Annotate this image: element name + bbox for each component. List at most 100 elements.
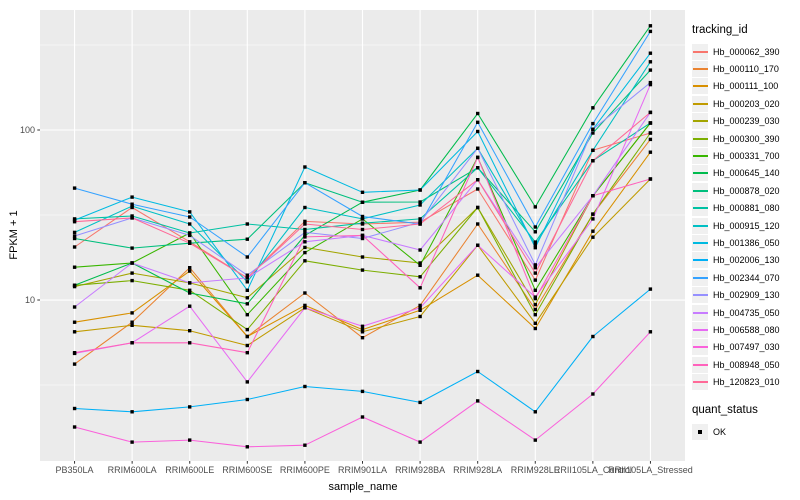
data-point bbox=[476, 243, 480, 247]
legend-key-line-icon bbox=[692, 241, 708, 244]
legend-item-label: Hb_000645_140 bbox=[713, 168, 780, 179]
data-point bbox=[188, 222, 192, 226]
data-point bbox=[533, 307, 537, 312]
x-tick-label: RRIM928LE bbox=[511, 465, 560, 475]
legend-item-Hb_002909_130: Hb_002909_130 bbox=[692, 286, 800, 304]
legend-key bbox=[692, 182, 708, 199]
data-point bbox=[245, 237, 249, 241]
data-point bbox=[476, 155, 480, 160]
data-point bbox=[303, 443, 307, 447]
x-tick-label: RRIM600PE bbox=[280, 465, 330, 475]
data-point bbox=[130, 216, 134, 220]
data-point bbox=[476, 120, 480, 124]
data-point bbox=[130, 204, 134, 208]
legend-item-label: Hb_000239_030 bbox=[713, 116, 780, 127]
data-point bbox=[591, 392, 595, 396]
legend-item-Hb_000062_390: Hb_000062_390 bbox=[692, 43, 800, 60]
legend-key bbox=[692, 95, 708, 112]
data-point bbox=[72, 362, 77, 366]
data-point bbox=[418, 440, 422, 444]
data-point bbox=[591, 148, 595, 152]
legend-key-line-icon bbox=[692, 68, 708, 71]
legend-key-line-icon bbox=[692, 294, 708, 297]
data-point bbox=[418, 308, 422, 312]
data-point bbox=[303, 306, 307, 310]
legend-key bbox=[692, 200, 708, 217]
legend-item-label: Hb_000331_700 bbox=[713, 151, 780, 162]
legend-key bbox=[692, 252, 708, 269]
legend-key bbox=[692, 287, 708, 304]
data-point bbox=[188, 405, 192, 409]
data-point bbox=[130, 214, 134, 218]
legend-item-Hb_000881_080: Hb_000881_080 bbox=[692, 200, 800, 217]
data-point bbox=[360, 214, 365, 219]
legend-item-label: Hb_008948_050 bbox=[713, 359, 780, 370]
data-point bbox=[533, 278, 537, 282]
data-point bbox=[303, 230, 307, 235]
data-point bbox=[533, 296, 537, 301]
data-point bbox=[72, 351, 77, 355]
data-point bbox=[245, 222, 249, 226]
data-point bbox=[303, 291, 307, 295]
data-point bbox=[303, 219, 307, 224]
data-point bbox=[360, 221, 365, 225]
data-point bbox=[188, 210, 192, 214]
data-point bbox=[418, 220, 422, 224]
data-point bbox=[72, 305, 77, 309]
data-point bbox=[188, 266, 192, 270]
data-point bbox=[648, 137, 653, 142]
x-tick-label: RRIM600LA bbox=[108, 465, 157, 475]
data-point bbox=[130, 195, 134, 199]
legend-item-Hb_002344_070: Hb_002344_070 bbox=[692, 269, 800, 286]
data-point bbox=[72, 230, 77, 235]
data-point bbox=[72, 320, 77, 324]
data-point bbox=[130, 261, 134, 265]
data-point bbox=[418, 261, 422, 265]
data-point bbox=[245, 288, 249, 292]
data-point bbox=[130, 278, 134, 283]
data-point bbox=[591, 212, 595, 216]
data-point bbox=[245, 334, 249, 339]
data-point bbox=[591, 159, 595, 163]
y-tick-label: 10 bbox=[25, 295, 35, 305]
data-point bbox=[533, 271, 537, 275]
data-point bbox=[188, 231, 192, 235]
data-point bbox=[476, 178, 480, 182]
data-point bbox=[533, 205, 537, 209]
legend-item-label: Hb_004735_050 bbox=[713, 307, 780, 318]
data-point bbox=[533, 266, 537, 270]
legend-item-Hb_000331_700: Hb_000331_700 bbox=[692, 147, 800, 165]
data-point bbox=[476, 399, 480, 403]
legend-key bbox=[692, 43, 708, 60]
legend-key-line-icon bbox=[692, 172, 708, 175]
legend-item-label: Hb_000203_020 bbox=[713, 98, 780, 109]
legend-item-Hb_001386_050: Hb_001386_050 bbox=[692, 234, 800, 251]
data-point bbox=[188, 269, 192, 273]
data-point bbox=[591, 106, 595, 110]
data-point bbox=[72, 406, 77, 411]
data-point bbox=[130, 341, 134, 345]
legend-key bbox=[692, 61, 708, 78]
data-point bbox=[303, 222, 307, 226]
data-point bbox=[188, 304, 192, 308]
data-point bbox=[418, 263, 422, 267]
data-point bbox=[648, 60, 653, 64]
legend-item-label: Hb_000915_120 bbox=[713, 220, 780, 231]
data-point bbox=[418, 200, 422, 204]
data-point bbox=[360, 255, 365, 259]
legend-item-Hb_002006_130: Hb_002006_130 bbox=[692, 252, 800, 269]
data-point bbox=[648, 51, 653, 55]
data-point bbox=[418, 222, 422, 226]
legend-item-Hb_008948_050: Hb_008948_050 bbox=[692, 356, 800, 373]
data-point bbox=[360, 236, 365, 241]
data-point bbox=[591, 131, 595, 135]
data-point bbox=[245, 445, 249, 449]
data-point bbox=[245, 280, 249, 284]
data-point bbox=[533, 230, 537, 234]
data-point bbox=[648, 80, 653, 85]
data-point bbox=[418, 188, 422, 192]
data-point bbox=[303, 250, 307, 255]
data-point bbox=[533, 321, 537, 325]
